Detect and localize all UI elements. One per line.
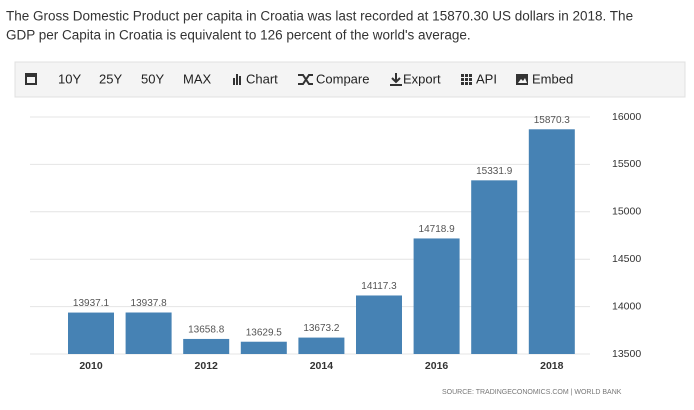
value-label: 14117.3 (361, 281, 397, 292)
value-label: 15870.3 (534, 115, 571, 126)
value-label: 15331.9 (476, 166, 513, 177)
embed-icon (516, 74, 528, 85)
toolbar-item[interactable]: Export (403, 71, 441, 86)
toolbar-icons (25, 73, 528, 86)
bar (356, 295, 402, 354)
value-label: 13937.1 (73, 298, 110, 309)
bar (413, 238, 460, 354)
api-icon (461, 74, 472, 85)
bar (68, 312, 114, 354)
chart-icon (239, 76, 241, 85)
description-line: GDP per Capita in Croatia is equivalent … (6, 28, 471, 43)
chart-icon (233, 78, 235, 85)
bar (528, 129, 575, 354)
value-label: 13629.5 (246, 327, 283, 338)
y-tick-label: 13500 (612, 348, 641, 360)
value-label: 13673.2 (303, 323, 340, 334)
export-icon (390, 73, 402, 86)
embed-icon-inner (518, 78, 527, 83)
y-tick-label: 14000 (612, 300, 641, 312)
source: SOURCE: TRADINGECONOMICS.COM | WORLD BAN… (442, 389, 622, 396)
value-label: 13937.8 (131, 298, 168, 309)
x-tick-label: 2014 (310, 360, 334, 372)
bar (240, 341, 287, 354)
value-label: 13658.8 (188, 325, 225, 336)
y-tick-label: 16000 (612, 111, 641, 123)
compare-icon (298, 74, 313, 85)
toolbar-item[interactable]: 25Y (99, 71, 122, 86)
y-tick-label: 15500 (612, 158, 641, 170)
toolbar (14, 61, 686, 98)
toolbar-item[interactable]: API (476, 71, 497, 86)
description-line: The Gross Domestic Product per capita in… (6, 9, 633, 24)
bar (183, 338, 230, 354)
bar (471, 180, 518, 354)
toolbar-item[interactable]: Embed (532, 71, 573, 86)
value-label: 14718.9 (419, 224, 456, 235)
toolbar-item[interactable]: Chart (246, 71, 278, 86)
bar (125, 312, 172, 354)
chart-icon (236, 74, 238, 85)
x-tick-label: 2016 (425, 360, 449, 372)
y-tick-label: 14500 (612, 253, 641, 265)
calendar-icon-inner (27, 77, 35, 83)
toolbar-item[interactable]: Compare (316, 71, 369, 86)
x-tick-label: 2010 (79, 360, 103, 372)
x-tick-label: 2018 (540, 360, 564, 372)
y-tick-label: 15000 (612, 206, 641, 218)
x-tick-label: 2012 (195, 360, 219, 372)
toolbar-item[interactable]: 10Y (58, 71, 81, 86)
toolbar-item[interactable]: 50Y (141, 71, 164, 86)
toolbar-item[interactable]: MAX (183, 71, 212, 86)
bar (298, 337, 345, 354)
